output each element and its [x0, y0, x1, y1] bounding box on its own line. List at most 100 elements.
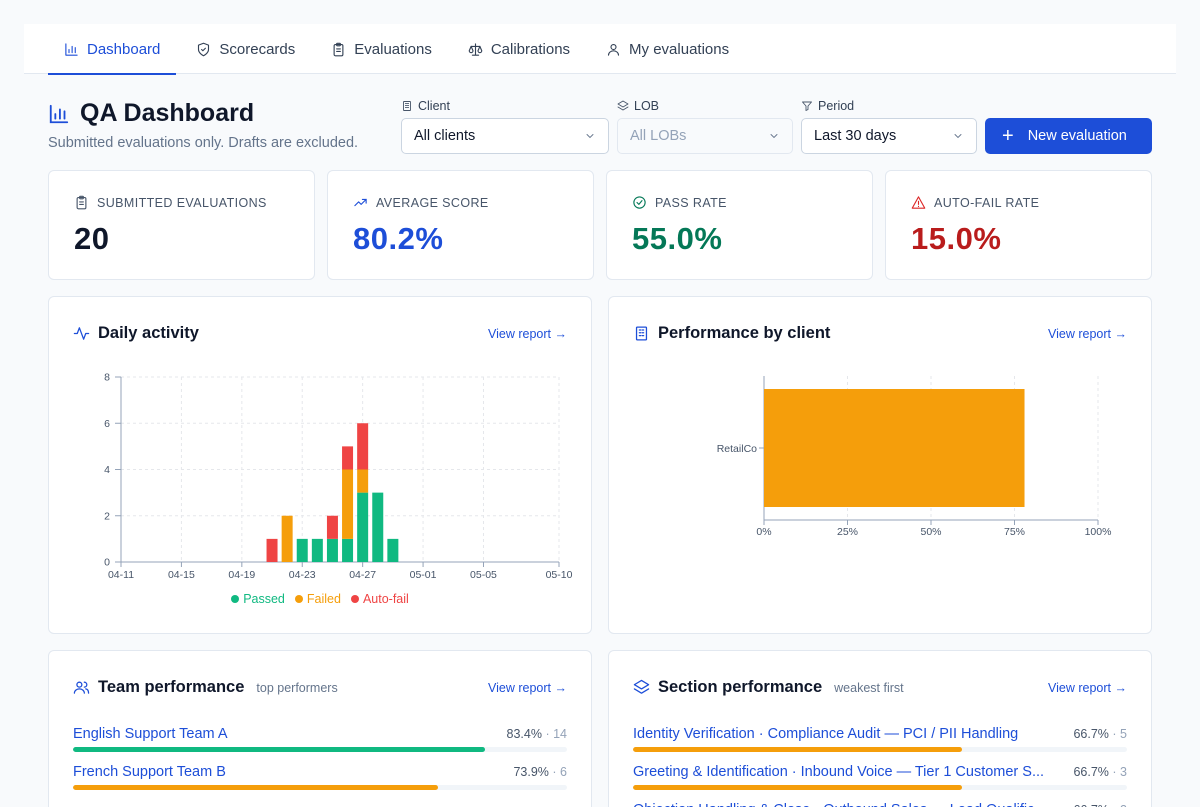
item-name-link[interactable]: Identity Verification · Compliance Audit…	[633, 726, 1019, 742]
client-filter-label: Client	[418, 99, 450, 113]
tab-label: Calibrations	[490, 40, 571, 58]
item-name-link[interactable]: English Support Team A	[73, 726, 228, 742]
daily-activity-panel: Daily activity View report → 0 2 4 6 8 04-11 0…	[48, 296, 592, 634]
list-item: Identity Verification · Compliance Audit…	[633, 726, 1127, 752]
bar-chart-icon	[49, 104, 69, 123]
tab-calibrations[interactable]: Calibrations	[452, 24, 586, 74]
legend-failed: Failed	[294, 592, 341, 606]
item-name-link[interactable]: Objection Handling & Close · Outbound Sa…	[633, 802, 1046, 807]
x-tick-label: 25%	[837, 526, 858, 538]
stat-label: SUBMITTED EVALUATIONS	[97, 195, 267, 210]
building-icon	[635, 326, 648, 341]
x-tick-label: 05-01	[410, 569, 437, 581]
panel-title: Section performance	[658, 678, 823, 696]
item-name-link[interactable]: French Support Team B	[73, 764, 226, 780]
bar-chart-icon	[65, 42, 78, 56]
bar-passed	[296, 538, 308, 562]
bar-failed	[342, 469, 354, 539]
panel-title: Team performance	[98, 678, 245, 696]
stat-label: AVERAGE SCORE	[376, 195, 489, 210]
x-tick-label: 04-19	[228, 569, 255, 581]
page-title-text: QA Dashboard	[80, 99, 255, 127]
y-tick-label: 4	[104, 464, 110, 476]
period-select[interactable]: Last 30 days	[801, 118, 977, 154]
progress-track	[73, 747, 567, 752]
bar-passed	[387, 538, 399, 562]
view-report-link[interactable]: View report →	[488, 680, 567, 695]
stat-label: PASS RATE	[655, 195, 727, 210]
stat-value: 55.0%	[632, 221, 723, 256]
y-tick-label: RetailCo	[717, 443, 757, 455]
plus-icon: +	[1002, 125, 1014, 147]
x-tick-label: 04-23	[289, 569, 316, 581]
x-tick-label: 100%	[1085, 526, 1112, 538]
bar-auto-fail	[357, 423, 369, 470]
alert-triangle-icon	[911, 196, 926, 209]
client-bar	[764, 389, 1025, 507]
tab-label: Evaluations	[354, 40, 432, 58]
view-report-link[interactable]: View report →	[1048, 326, 1127, 341]
users-icon	[73, 681, 90, 694]
lob-filter: LOB All LOBs	[617, 98, 793, 154]
activity-icon	[73, 327, 90, 340]
x-tick-label: 05-10	[546, 569, 573, 581]
check-circle-icon	[633, 196, 646, 209]
x-tick-label: 04-11	[108, 569, 134, 581]
scale-icon	[468, 42, 483, 56]
list-item: English Support Team A 83.4% · 14	[73, 726, 567, 752]
list-item: French Support Team B 73.9% · 6	[73, 764, 567, 790]
x-tick-label: 05-05	[470, 569, 497, 581]
chevron-down-icon	[954, 134, 962, 139]
section-performance-panel: Section performance weakest first View r…	[608, 650, 1152, 807]
progress-track	[73, 785, 567, 790]
bar-passed	[342, 538, 354, 562]
panel-title: Daily activity	[98, 324, 199, 342]
progress-fill	[633, 747, 963, 752]
period-filter-label: Period	[818, 99, 855, 113]
panel-title: Performance by client	[658, 324, 831, 342]
chevron-down-icon	[770, 134, 778, 139]
top-nav: Dashboard Scorecards Evaluations Calibra…	[24, 24, 1176, 75]
lob-select[interactable]: All LOBs	[617, 118, 793, 154]
building-icon	[403, 101, 411, 111]
client-select-value: All clients	[414, 128, 476, 144]
client-performance-chart: 0% 25% 50% 75% 100% RetailCo	[717, 376, 1112, 538]
view-report-link[interactable]: View report →	[488, 326, 567, 341]
tab-evaluations[interactable]: Evaluations	[315, 24, 448, 74]
item-score: 83.4% · 14	[506, 727, 567, 741]
bar-auto-fail	[342, 446, 354, 470]
item-name-link[interactable]: Greeting & Identification · Inbound Voic…	[633, 764, 1045, 780]
bar-auto-fail	[266, 538, 278, 562]
tab-my-evaluations[interactable]: My evaluations	[590, 24, 745, 74]
user-icon	[607, 43, 620, 56]
tab-scorecards[interactable]: Scorecards	[180, 24, 311, 74]
item-score: 66.7% · 2	[1073, 803, 1127, 807]
clipboard-icon	[333, 42, 344, 56]
x-tick-label: 0%	[756, 526, 771, 538]
new-evaluation-button[interactable]: + New evaluation	[985, 118, 1152, 154]
panel-subtitle: weakest first	[834, 680, 904, 695]
stat-value: 80.2%	[353, 221, 444, 256]
y-tick-label: 6	[104, 418, 110, 430]
client-filter: Client All clients	[401, 98, 609, 154]
stat-card-auto-fail-rate: AUTO-FAIL RATE 15.0%	[885, 170, 1152, 280]
clipboard-icon	[76, 195, 87, 210]
tab-label: My evaluations	[629, 40, 730, 58]
stat-value: 15.0%	[911, 221, 1002, 256]
bar-failed	[357, 469, 369, 493]
item-score: 66.7% · 5	[1073, 727, 1127, 741]
progress-fill	[73, 747, 485, 752]
view-report-link[interactable]: View report →	[1048, 680, 1127, 695]
layers-icon	[617, 100, 629, 111]
x-tick-label: 50%	[920, 526, 941, 538]
client-select[interactable]: All clients	[401, 118, 609, 154]
lob-filter-label: LOB	[634, 99, 660, 113]
tab-dashboard[interactable]: Dashboard	[48, 24, 177, 75]
new-evaluation-label: New evaluation	[1027, 128, 1127, 144]
bar-passed	[372, 492, 384, 562]
progress-track	[633, 747, 1127, 752]
bar-passed	[326, 538, 338, 562]
tab-label: Scorecards	[219, 40, 296, 58]
chart-legend: Passed Failed Auto-fail	[49, 592, 591, 606]
stat-value: 20	[74, 221, 110, 256]
